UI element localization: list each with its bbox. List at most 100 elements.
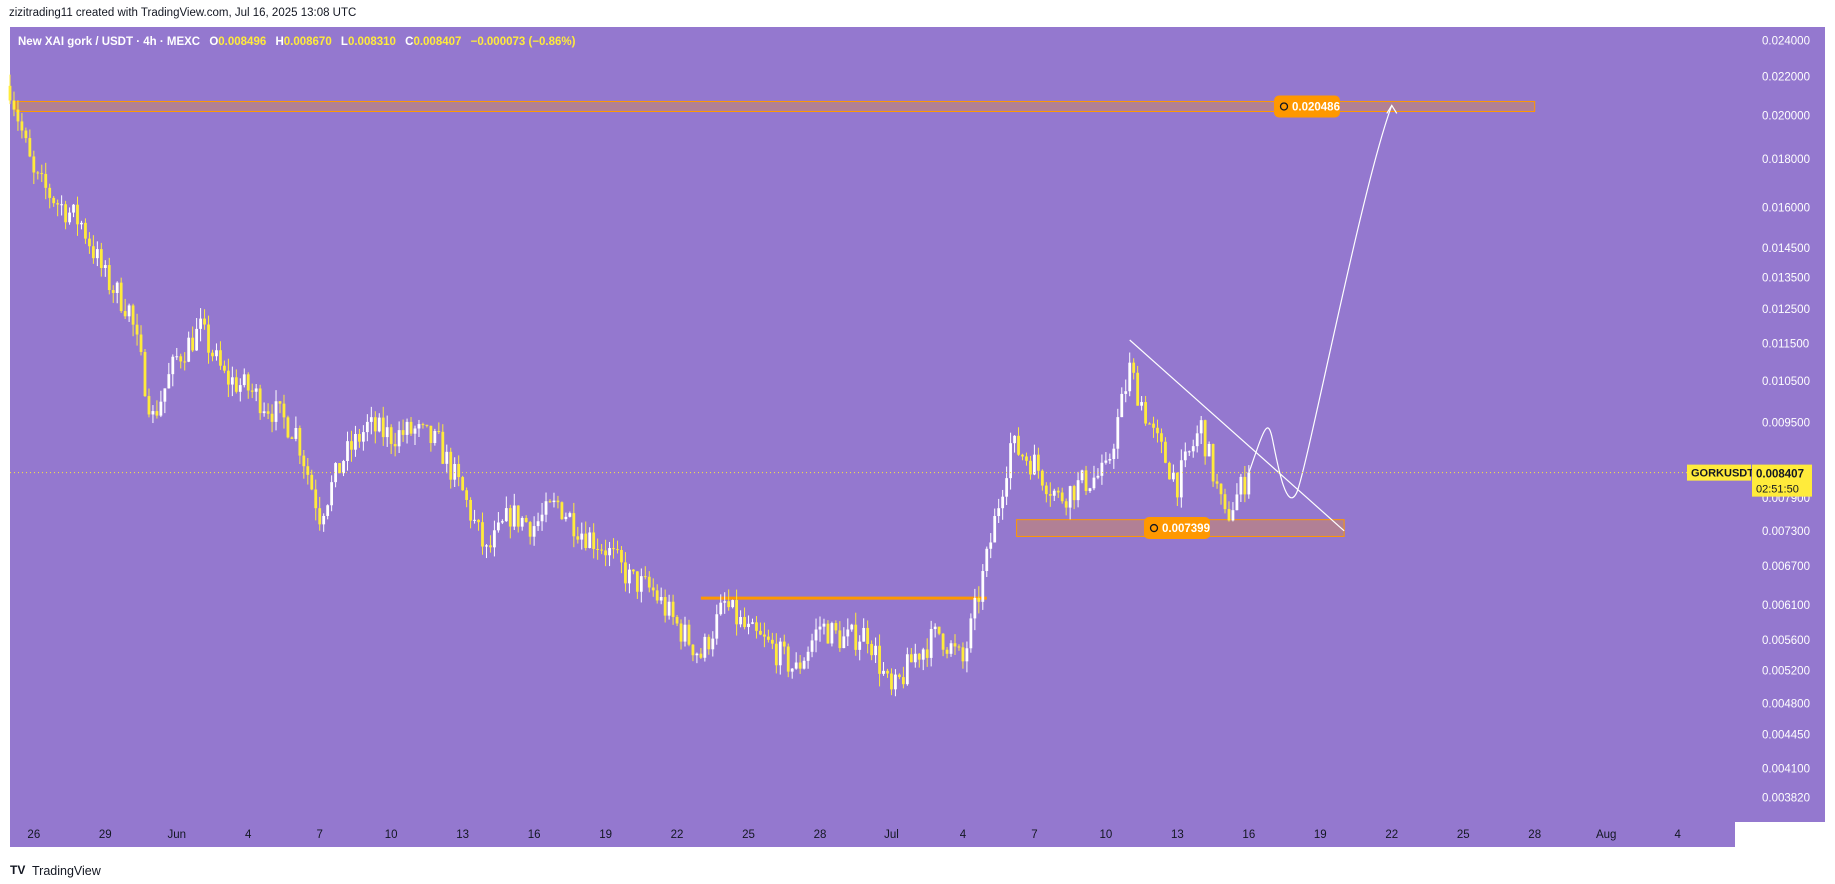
candle-body <box>520 517 524 527</box>
candle-body <box>1044 485 1048 495</box>
candle-body <box>1072 486 1076 501</box>
candle-body <box>1160 433 1163 442</box>
candle-body <box>961 647 965 662</box>
candle-body <box>862 627 866 642</box>
candle-body <box>703 636 707 658</box>
candle-body <box>461 477 465 491</box>
candle-body <box>532 526 536 537</box>
candle-body <box>246 374 250 391</box>
candle-body <box>56 203 60 205</box>
candle-body <box>1175 472 1179 498</box>
time-tick-label: Jul <box>884 829 899 841</box>
tradingview-logo-icon: TV <box>10 863 26 877</box>
candle-body <box>143 351 147 397</box>
candle-body <box>921 649 925 660</box>
candle-body <box>493 530 496 548</box>
candle-body <box>485 545 488 547</box>
candle-body <box>1120 393 1124 418</box>
candle-body <box>1048 494 1052 496</box>
candle-body <box>794 662 798 669</box>
candle-body <box>925 649 929 658</box>
candle-body <box>1017 435 1020 455</box>
candle-body <box>326 505 330 516</box>
candle-body <box>473 519 476 521</box>
candle-body <box>306 466 310 475</box>
time-tick-label: 19 <box>1314 829 1327 841</box>
candle-body <box>1033 454 1036 475</box>
candle-body <box>651 587 655 591</box>
zone-box-0 <box>15 100 1536 113</box>
price-tick-label: 0.016000 <box>1762 203 1810 215</box>
time-axis-area[interactable] <box>10 822 1735 847</box>
candle-body <box>1164 441 1167 463</box>
candle-body <box>770 639 774 644</box>
candle-body <box>751 622 754 624</box>
support-price-label-anchor-icon <box>1149 523 1159 533</box>
candle-body <box>28 138 32 157</box>
candle-body <box>254 388 258 392</box>
time-tick-label: 7 <box>317 829 323 841</box>
last-price-tag: 0.008407 <box>1756 469 1804 481</box>
candle-body <box>8 85 12 101</box>
price-tick-label: 0.010500 <box>1762 376 1810 388</box>
candle-body <box>528 522 532 537</box>
candle-body <box>1239 476 1243 495</box>
time-tick-label: Aug <box>1596 829 1616 841</box>
candle-body <box>540 514 544 522</box>
target-price-label: 0.020486 <box>1292 101 1340 113</box>
candle-body <box>107 265 111 291</box>
candle-body <box>739 616 742 625</box>
candle-body <box>1076 480 1080 501</box>
time-tick-label: 22 <box>1385 829 1398 841</box>
candle-body <box>469 499 472 521</box>
candle-body <box>524 517 528 523</box>
support-price-label: 0.007399 <box>1162 523 1210 535</box>
candle-body <box>842 636 846 649</box>
candle-body <box>755 622 758 631</box>
candle-body <box>604 550 607 556</box>
time-axis: 26 29 Jun 4 7 10 13 16 19 22 25 28 Jul 4 7 10 13 16 19 22 25… <box>27 829 1681 841</box>
candle-body <box>1092 477 1096 489</box>
candle-body <box>1171 472 1175 480</box>
candles-layer <box>8 74 1251 697</box>
price-tick-label: 0.009500 <box>1762 417 1810 429</box>
candle-body <box>119 282 123 312</box>
candle-body <box>1124 391 1128 394</box>
candle-body <box>298 428 302 456</box>
candle-body <box>1068 486 1072 508</box>
candle-body <box>338 463 341 474</box>
candle-body <box>723 601 727 603</box>
candle-body <box>1021 454 1024 457</box>
legend-close: 0.008407 <box>413 36 461 48</box>
candle-body <box>393 444 397 447</box>
candle-body <box>445 451 449 464</box>
price-axis-scale <box>1735 27 1825 822</box>
candle-body <box>846 629 850 637</box>
candle-body <box>238 385 242 392</box>
candle-body <box>778 641 782 666</box>
price-tick-label: 0.005600 <box>1762 635 1810 647</box>
price-tick-label: 0.005200 <box>1762 666 1810 678</box>
svg-text:New XAI gork / USDT · 4h · MEX: New XAI gork / USDT · 4h · MEXC O0.00849… <box>18 36 576 48</box>
candle-body <box>822 623 826 627</box>
legend-symbol: New XAI gork / USDT · 4h · MEXC <box>18 36 200 48</box>
candle-body <box>354 433 357 450</box>
candle-body <box>163 388 167 402</box>
candle-body <box>84 222 87 239</box>
legend-high: 0.008670 <box>284 36 332 48</box>
candle-body <box>818 626 822 630</box>
price-tick-label: 0.004800 <box>1762 698 1810 710</box>
footer-brand: TV TradingView <box>0 855 300 882</box>
plot-area[interactable] <box>10 27 1735 822</box>
candle-body <box>183 361 187 363</box>
support-price-label-bg <box>1144 517 1210 540</box>
candle-body <box>266 411 270 414</box>
target-price-label-anchor-icon <box>1279 102 1289 111</box>
candle-body <box>866 627 870 644</box>
price-tick-label: 0.022000 <box>1762 71 1810 83</box>
candle-body <box>548 501 552 503</box>
candle-body <box>675 616 679 624</box>
candle-body <box>417 424 421 429</box>
candle-body <box>270 413 274 422</box>
